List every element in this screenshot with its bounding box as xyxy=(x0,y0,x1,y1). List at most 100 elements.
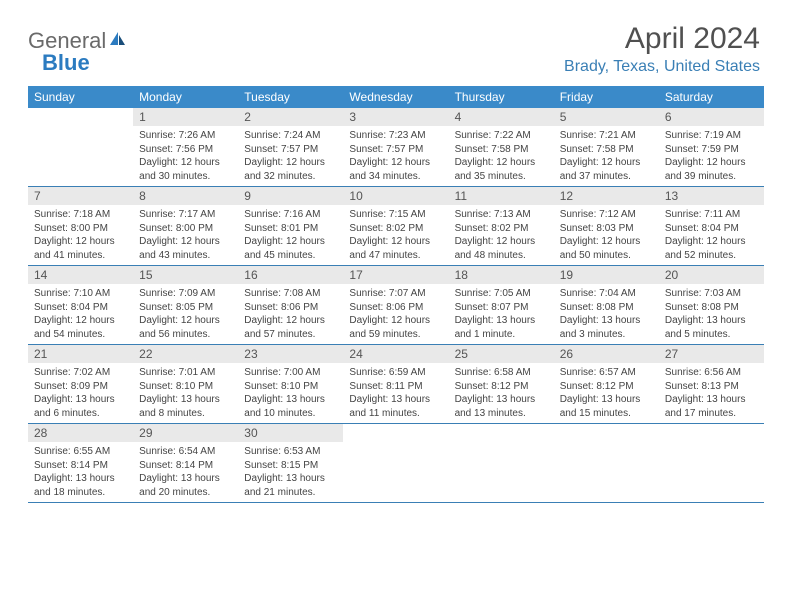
dow-tue: Tuesday xyxy=(238,86,343,108)
sunset-text: Sunset: 8:10 PM xyxy=(139,380,232,394)
daylight-text: Daylight: 13 hours and 21 minutes. xyxy=(244,472,337,499)
daylight-text: Daylight: 13 hours and 13 minutes. xyxy=(455,393,548,420)
sunrise-text: Sunrise: 7:04 AM xyxy=(560,287,653,301)
day-number: 19 xyxy=(554,266,659,284)
day-cell: 4Sunrise: 7:22 AMSunset: 7:58 PMDaylight… xyxy=(449,108,554,186)
dow-wed: Wednesday xyxy=(343,86,448,108)
week-row: 7Sunrise: 7:18 AMSunset: 8:00 PMDaylight… xyxy=(28,187,764,266)
daylight-text: Daylight: 13 hours and 15 minutes. xyxy=(560,393,653,420)
dow-thu: Thursday xyxy=(449,86,554,108)
sunset-text: Sunset: 8:02 PM xyxy=(455,222,548,236)
logo-text-2-wrap: Blue xyxy=(42,50,90,76)
sunset-text: Sunset: 8:12 PM xyxy=(455,380,548,394)
day-number: 18 xyxy=(449,266,554,284)
day-cell: 16Sunrise: 7:08 AMSunset: 8:06 PMDayligh… xyxy=(238,266,343,344)
day-number xyxy=(554,424,659,428)
day-details: Sunrise: 7:13 AMSunset: 8:02 PMDaylight:… xyxy=(449,205,554,264)
sunset-text: Sunset: 8:11 PM xyxy=(349,380,442,394)
day-details: Sunrise: 7:11 AMSunset: 8:04 PMDaylight:… xyxy=(659,205,764,264)
sunset-text: Sunset: 8:14 PM xyxy=(139,459,232,473)
dow-mon: Monday xyxy=(133,86,238,108)
daylight-text: Daylight: 12 hours and 59 minutes. xyxy=(349,314,442,341)
sunset-text: Sunset: 8:05 PM xyxy=(139,301,232,315)
day-details: Sunrise: 6:55 AMSunset: 8:14 PMDaylight:… xyxy=(28,442,133,501)
day-number: 2 xyxy=(238,108,343,126)
day-number: 3 xyxy=(343,108,448,126)
sunset-text: Sunset: 8:07 PM xyxy=(455,301,548,315)
sunrise-text: Sunrise: 7:02 AM xyxy=(34,366,127,380)
day-details: Sunrise: 7:08 AMSunset: 8:06 PMDaylight:… xyxy=(238,284,343,343)
day-cell: 25Sunrise: 6:58 AMSunset: 8:12 PMDayligh… xyxy=(449,345,554,423)
day-cell: 15Sunrise: 7:09 AMSunset: 8:05 PMDayligh… xyxy=(133,266,238,344)
dow-fri: Friday xyxy=(554,86,659,108)
day-cell: 9Sunrise: 7:16 AMSunset: 8:01 PMDaylight… xyxy=(238,187,343,265)
weeks-container: 1 Sunrise: 7:26 AMSunset: 7:56 PM Daylight… xyxy=(28,108,764,503)
day-details: Sunrise: 7:16 AMSunset: 8:01 PMDaylight:… xyxy=(238,205,343,264)
sunrise-text: Sunrise: 7:26 AM xyxy=(139,129,232,143)
day-cell: 10Sunrise: 7:15 AMSunset: 8:02 PMDayligh… xyxy=(343,187,448,265)
day-cell: 2Sunrise: 7:24 AMSunset: 7:57 PMDaylight… xyxy=(238,108,343,186)
sunset-text: Sunset: 7:58 PM xyxy=(560,143,653,157)
day-details: Sunrise: 7:21 AMSunset: 7:58 PMDaylight:… xyxy=(554,126,659,185)
day-number: 27 xyxy=(659,345,764,363)
sunset-text: Sunset: 8:02 PM xyxy=(349,222,442,236)
sunrise-text: Sunrise: 6:57 AM xyxy=(560,366,653,380)
day-number: 6 xyxy=(659,108,764,126)
day-number: 16 xyxy=(238,266,343,284)
day-number xyxy=(659,424,764,428)
day-cell: 17Sunrise: 7:07 AMSunset: 8:06 PMDayligh… xyxy=(343,266,448,344)
day-number: 7 xyxy=(28,187,133,205)
day-number: 15 xyxy=(133,266,238,284)
day-details: Sunrise: 7:02 AMSunset: 8:09 PMDaylight:… xyxy=(28,363,133,422)
day-number: 20 xyxy=(659,266,764,284)
day-cell: 19Sunrise: 7:04 AMSunset: 8:08 PMDayligh… xyxy=(554,266,659,344)
sunrise-text: Sunrise: 7:03 AM xyxy=(665,287,758,301)
sunrise-text: Sunrise: 7:12 AM xyxy=(560,208,653,222)
day-number: 17 xyxy=(343,266,448,284)
sunrise-text: Sunrise: 6:53 AM xyxy=(244,445,337,459)
sunrise-text: Sunrise: 7:19 AM xyxy=(665,129,758,143)
sunrise-text: Sunrise: 7:15 AM xyxy=(349,208,442,222)
day-details: Sunrise: 7:18 AMSunset: 8:00 PMDaylight:… xyxy=(28,205,133,264)
sunset-text: Sunset: 8:15 PM xyxy=(244,459,337,473)
day-cell: 21Sunrise: 7:02 AMSunset: 8:09 PMDayligh… xyxy=(28,345,133,423)
sunset-text: Sunset: 8:09 PM xyxy=(34,380,127,394)
sunset-text: Sunset: 7:56 PM xyxy=(139,143,232,157)
day-cell: 11Sunrise: 7:13 AMSunset: 8:02 PMDayligh… xyxy=(449,187,554,265)
day-details: Sunrise: 7:00 AMSunset: 8:10 PMDaylight:… xyxy=(238,363,343,422)
sunrise-text: Sunrise: 7:24 AM xyxy=(244,129,337,143)
daylight-text: Daylight: 12 hours and 48 minutes. xyxy=(455,235,548,262)
sunset-text: Sunset: 8:04 PM xyxy=(34,301,127,315)
day-number: 28 xyxy=(28,424,133,442)
day-cell xyxy=(28,108,133,186)
day-cell: 7Sunrise: 7:18 AMSunset: 8:00 PMDaylight… xyxy=(28,187,133,265)
sunrise-text: Sunrise: 6:59 AM xyxy=(349,366,442,380)
day-cell: 30Sunrise: 6:53 AMSunset: 8:15 PMDayligh… xyxy=(238,424,343,502)
sunrise-text: Sunrise: 7:10 AM xyxy=(34,287,127,301)
sunset-text: Sunset: 7:57 PM xyxy=(349,143,442,157)
day-details: Sunrise: 7:19 AMSunset: 7:59 PMDaylight:… xyxy=(659,126,764,185)
day-number: 22 xyxy=(133,345,238,363)
day-number xyxy=(449,424,554,428)
day-number: 26 xyxy=(554,345,659,363)
day-cell: 13Sunrise: 7:11 AMSunset: 8:04 PMDayligh… xyxy=(659,187,764,265)
daylight-text: Daylight: 12 hours and 52 minutes. xyxy=(665,235,758,262)
sunset-text: Sunset: 8:00 PM xyxy=(139,222,232,236)
day-number: 1 xyxy=(133,108,238,126)
daylight-text: Daylight: 12 hours and 37 minutes. xyxy=(560,156,653,183)
day-cell: 14Sunrise: 7:10 AMSunset: 8:04 PMDayligh… xyxy=(28,266,133,344)
daylight-text: Daylight: 13 hours and 3 minutes. xyxy=(560,314,653,341)
day-number xyxy=(28,108,133,112)
sunset-text: Sunset: 8:06 PM xyxy=(349,301,442,315)
daylight-text: Daylight: 12 hours and 32 minutes. xyxy=(244,156,337,183)
week-row: 21Sunrise: 7:02 AMSunset: 8:09 PMDayligh… xyxy=(28,345,764,424)
daylight-text: Daylight: 13 hours and 17 minutes. xyxy=(665,393,758,420)
day-number: 13 xyxy=(659,187,764,205)
week-row: 1 Sunrise: 7:26 AMSunset: 7:56 PM Daylight… xyxy=(28,108,764,187)
week-row: 14Sunrise: 7:10 AMSunset: 8:04 PMDayligh… xyxy=(28,266,764,345)
day-cell xyxy=(449,424,554,502)
day-number xyxy=(343,424,448,428)
daylight-text: Daylight: 12 hours and 39 minutes. xyxy=(665,156,758,183)
day-details: Sunrise: 6:56 AMSunset: 8:13 PMDaylight:… xyxy=(659,363,764,422)
daylight-text: Daylight: 12 hours and 34 minutes. xyxy=(349,156,442,183)
